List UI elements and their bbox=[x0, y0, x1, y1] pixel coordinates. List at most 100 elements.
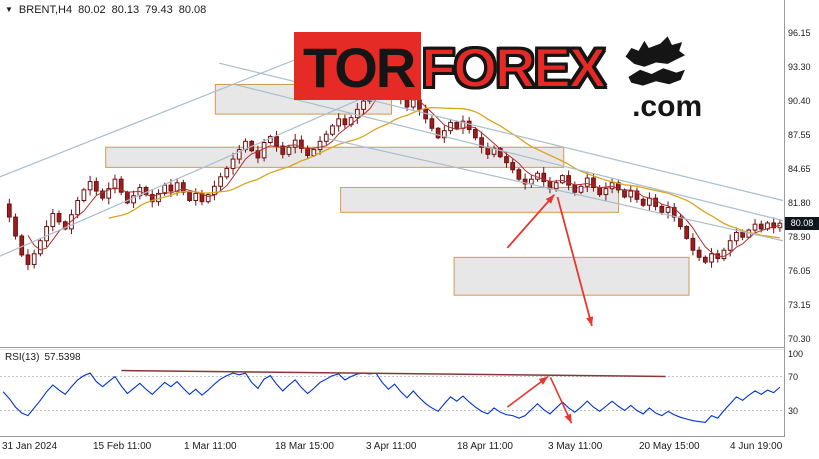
candle-body bbox=[44, 226, 49, 242]
time-tick-label: 1 Mar 11:00 bbox=[184, 441, 237, 452]
candle-body bbox=[261, 141, 267, 159]
candle-body bbox=[473, 128, 478, 139]
candle-body bbox=[572, 184, 578, 193]
time-tick-label: 4 Jun 19:00 bbox=[730, 441, 783, 452]
candle-body bbox=[485, 146, 491, 155]
candle-body bbox=[578, 185, 584, 193]
trend-channel-line bbox=[328, 138, 784, 242]
candle-body bbox=[547, 181, 553, 190]
candle-body bbox=[721, 249, 727, 260]
candle-body bbox=[230, 158, 236, 170]
candle-body bbox=[603, 188, 609, 196]
candle-body bbox=[25, 254, 31, 265]
forecast-arrow bbox=[556, 196, 593, 327]
price-tick-label: 87.55 bbox=[788, 130, 811, 140]
candle-body bbox=[336, 118, 342, 127]
candle-body bbox=[112, 178, 118, 190]
candle-body bbox=[771, 222, 777, 229]
rsi-line bbox=[2, 372, 781, 423]
chart-header: ▼ BRENT,H4 80.02 80.13 79.43 80.08 bbox=[5, 4, 212, 16]
candle-body bbox=[162, 184, 168, 194]
candle-body bbox=[236, 149, 242, 160]
candle-body bbox=[634, 190, 640, 200]
candle-body bbox=[528, 178, 534, 185]
candle-body bbox=[504, 156, 509, 164]
candle-body bbox=[709, 253, 714, 263]
candle-body bbox=[274, 136, 279, 147]
price-tick-label: 84.65 bbox=[788, 164, 811, 174]
candle-body bbox=[149, 194, 155, 203]
candle-body bbox=[696, 249, 702, 258]
candle-body bbox=[727, 240, 733, 251]
candle-body bbox=[597, 186, 603, 196]
price-tick-label: 81.80 bbox=[788, 198, 811, 208]
candle-body bbox=[734, 231, 739, 242]
time-axis[interactable]: 31 Jan 2024 15 Feb 11:00 1 Mar 11:00 18 Mar… bbox=[0, 437, 819, 459]
candle-body bbox=[56, 213, 62, 223]
symbol-label: BRENT,H4 bbox=[18, 4, 73, 16]
price-tick-label: 78.90 bbox=[788, 232, 811, 242]
candle-body bbox=[541, 172, 547, 183]
candle-body bbox=[566, 175, 571, 186]
candle-body bbox=[330, 125, 335, 135]
candle-body bbox=[292, 139, 298, 148]
ohlc-open: 80.02 bbox=[78, 4, 106, 16]
candle-body bbox=[305, 147, 310, 157]
candle-body bbox=[609, 182, 615, 190]
price-axis[interactable]: 80.08 96.15 93.30 90.40 87.55 84.65 81.80 78.9… bbox=[785, 0, 819, 437]
rsi-indicator-label: RSI(13) 57.5398 bbox=[5, 352, 86, 363]
candle-body bbox=[752, 223, 758, 231]
watermark-tor: TOR bbox=[294, 32, 422, 100]
candle-body bbox=[690, 237, 696, 251]
candle-body bbox=[522, 178, 528, 185]
candle-body bbox=[647, 197, 652, 206]
rsi-axis-label: 100 bbox=[788, 349, 804, 359]
candle-body bbox=[75, 200, 81, 216]
candle-body bbox=[87, 181, 93, 191]
price-tick-label: 96.15 bbox=[788, 28, 811, 38]
candle-body bbox=[591, 177, 596, 188]
ohlc-close: 80.08 bbox=[178, 4, 207, 16]
candle-body bbox=[640, 198, 646, 206]
price-tick-label: 76.05 bbox=[788, 266, 811, 276]
candle-body bbox=[168, 184, 174, 192]
candle-body bbox=[553, 182, 559, 190]
candle-body bbox=[354, 108, 360, 119]
sr-zone bbox=[340, 186, 620, 213]
candle-body bbox=[299, 139, 304, 149]
candle-body bbox=[740, 231, 745, 238]
candle-body bbox=[671, 207, 677, 218]
rsi-value: 57.5398 bbox=[44, 352, 81, 363]
candle-body bbox=[286, 146, 292, 155]
time-tick-label: 3 Apr 11:00 bbox=[366, 441, 417, 452]
candle-body bbox=[13, 216, 18, 237]
candle-body bbox=[118, 178, 124, 193]
candle-body bbox=[659, 205, 665, 213]
candle-body bbox=[193, 192, 199, 202]
candle-body bbox=[224, 168, 230, 178]
forecast-arrow-head bbox=[545, 194, 555, 204]
candle-body bbox=[280, 145, 286, 155]
candle-body bbox=[441, 130, 447, 139]
candle-body bbox=[31, 253, 37, 265]
candle-body bbox=[560, 175, 565, 184]
watermark-right: .com bbox=[610, 32, 702, 122]
time-tick-label: 31 Jan 2024 bbox=[2, 441, 58, 452]
rsi-trendline bbox=[121, 369, 666, 378]
candle-body bbox=[622, 189, 627, 198]
candle-body bbox=[323, 133, 329, 142]
price-tick-label: 70.30 bbox=[788, 334, 811, 344]
candle-body bbox=[342, 118, 348, 126]
sr-zone bbox=[105, 146, 565, 168]
ma-slow-line bbox=[108, 106, 780, 239]
ohlc-high: 80.13 bbox=[111, 4, 140, 16]
candle-body bbox=[516, 169, 522, 180]
candle-body bbox=[665, 207, 671, 213]
candle-body bbox=[81, 189, 87, 202]
ohlc-low: 79.43 bbox=[145, 4, 173, 16]
candle-body bbox=[628, 190, 634, 198]
candle-body bbox=[69, 214, 74, 230]
candle-body bbox=[106, 188, 112, 199]
